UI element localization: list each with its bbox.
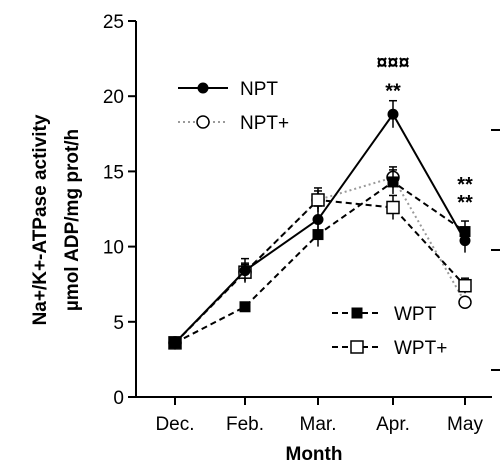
significance-marker: ** — [457, 174, 473, 196]
data-point — [458, 295, 472, 309]
data-point — [387, 176, 399, 188]
series-layer — [168, 99, 472, 350]
y-tick-label: 15 — [103, 162, 124, 183]
legend-item-wpt: WPT — [332, 304, 437, 325]
y-ticks: 0 5 10 15 20 25 — [103, 12, 136, 409]
data-point — [312, 229, 324, 241]
significance-marker: ¤¤¤ — [376, 52, 409, 74]
y-tick-label: 25 — [103, 12, 124, 33]
data-point — [311, 193, 325, 207]
x-tick-label: Feb. — [226, 414, 264, 435]
series-npt — [169, 99, 471, 349]
y-axis-title-line2: µmol ADP/mg prot/h — [62, 129, 83, 311]
legend-bottom: WPT WPT+ — [332, 304, 447, 359]
data-point — [386, 200, 400, 215]
legend-label-npt: NPT — [240, 79, 278, 100]
legend-label-wpt: WPT — [394, 304, 437, 325]
legend-npt-plus-marker — [196, 115, 210, 129]
legend-wpt-marker — [351, 307, 363, 319]
significance-marker: ** — [385, 81, 401, 103]
x-axis-title: Month — [286, 444, 343, 465]
y-axis-title-line1: Na+/K+-ATPase activity — [30, 114, 51, 325]
data-point — [239, 265, 251, 277]
data-point — [169, 337, 181, 349]
data-point — [458, 278, 472, 293]
y-tick-label: 0 — [113, 388, 124, 409]
legend-npt-marker — [197, 82, 209, 94]
legend-label-wpt-plus: WPT+ — [394, 338, 447, 359]
x-tick-label: Apr. — [376, 414, 410, 435]
legend-item-npt-plus: NPT+ — [178, 113, 289, 134]
data-point — [312, 214, 324, 226]
legend-wpt-plus-marker — [350, 340, 364, 354]
data-point — [459, 235, 471, 247]
significance-marker: ** — [457, 192, 473, 214]
x-ticks: Dec. Feb. Mar. Apr. May — [155, 397, 483, 435]
legend-label-npt-plus: NPT+ — [240, 113, 289, 134]
y-tick-label: 10 — [103, 238, 124, 259]
x-tick-label: Mar. — [300, 414, 337, 435]
x-tick-label: Dec. — [155, 414, 194, 435]
legend-item-npt: NPT — [178, 79, 278, 100]
legend-top: NPT NPT+ — [178, 79, 289, 134]
data-point — [387, 108, 399, 120]
y-tick-label: 5 — [113, 313, 124, 334]
legend-item-wpt-plus: WPT+ — [332, 338, 447, 359]
annotations: ¤¤¤****** — [376, 52, 473, 214]
y-tick-label: 20 — [103, 87, 124, 108]
x-tick-label: May — [447, 414, 483, 435]
data-point — [239, 301, 251, 313]
